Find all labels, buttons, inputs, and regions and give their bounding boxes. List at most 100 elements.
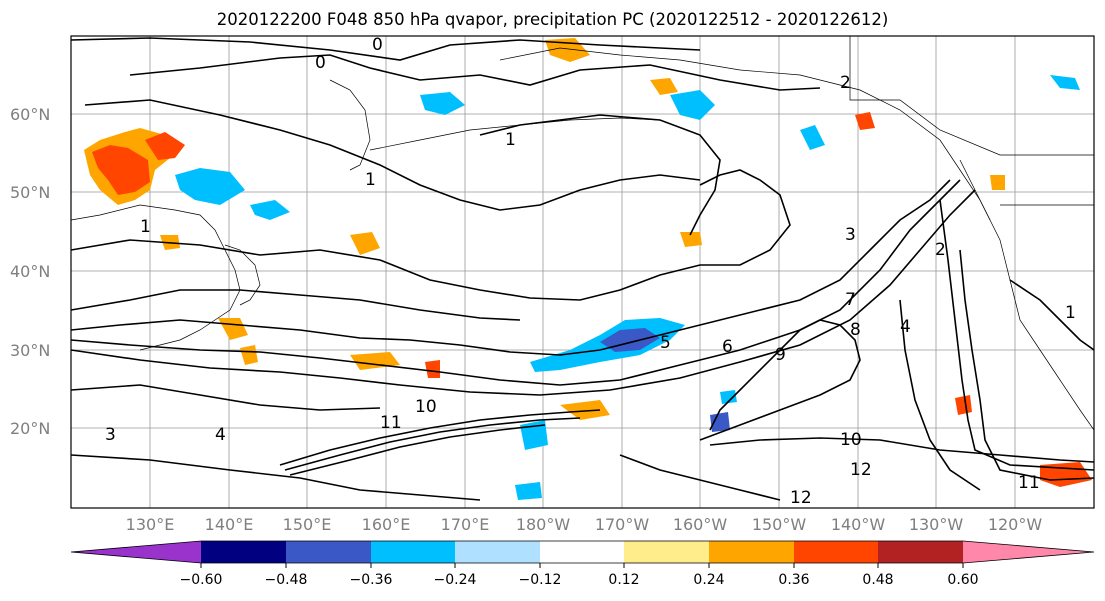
contour-line (1009, 279, 1094, 351)
lon-label: 180°W (515, 515, 571, 534)
contour-line (289, 424, 546, 476)
contour-label: 11 (1018, 473, 1040, 493)
colorbar-tick-label: 0.12 (608, 572, 640, 588)
colorbar-segment (371, 541, 455, 563)
lat-label: 60°N (10, 105, 51, 124)
colorbar-tick-label: 0.48 (862, 572, 894, 588)
contour-label: 4 (900, 317, 911, 337)
contour-label: 0 (372, 35, 383, 55)
contour-line (709, 437, 1094, 463)
map-background (71, 36, 1094, 508)
colorbar-segment (540, 541, 624, 563)
precip-positive-area (145, 132, 185, 160)
contour-label: 6 (722, 337, 733, 357)
colorbar-segment (709, 541, 794, 563)
contour-label: 1 (365, 170, 376, 190)
precip-positive-area (990, 175, 1005, 190)
contour-label-group: 0 0 1 1 1 2 3 4 5 6 7 8 9 10 11 11 12 12… (105, 35, 1076, 508)
border-canada-us (849, 36, 1094, 156)
precip-negative-area (670, 90, 715, 120)
precip-positive-area (560, 400, 610, 420)
contour-line (84, 99, 701, 211)
colorbar-segment (286, 541, 371, 563)
colorbar-tick-label: −0.60 (179, 572, 223, 588)
contour-label: 11 (380, 413, 402, 433)
coastline-kamchatka (329, 79, 371, 171)
contour-line (71, 189, 976, 396)
colorbar-tick-label: −0.48 (264, 572, 308, 588)
contour-label: 12 (850, 460, 872, 480)
contour-label: 5 (660, 333, 671, 353)
contour-line (699, 319, 861, 441)
contour-line (279, 409, 601, 466)
contour-line (284, 417, 581, 471)
lat-label: 40°N (10, 262, 51, 281)
contour-label: 10 (415, 397, 437, 417)
precip-shading (84, 38, 1092, 500)
contour-label: 8 (850, 320, 861, 340)
lon-label: 140°W (830, 515, 886, 534)
contour-line (619, 454, 781, 501)
precip-positive-area (680, 232, 702, 247)
colorbar-segment (455, 541, 540, 563)
contour-line (71, 37, 701, 61)
colorbar-extend-left (71, 541, 201, 563)
precip-positive-area (650, 78, 678, 95)
contour-line (71, 289, 521, 321)
qvapor-contours (71, 37, 1094, 501)
colorbar-tick-label: 0.36 (778, 572, 810, 588)
precip-negative-area (710, 412, 730, 432)
colorbar-tick-label: −0.24 (433, 572, 477, 588)
precip-negative-area (250, 200, 290, 220)
colorbar-tick-label: −0.36 (349, 572, 393, 588)
contour-line (71, 169, 791, 301)
contour-label: 2 (935, 240, 946, 260)
contour-line (71, 384, 381, 411)
contour-label: 4 (215, 425, 226, 445)
lon-label: 150°W (751, 515, 807, 534)
lon-label: 130°W (908, 515, 964, 534)
colorbar-tick-label: 0.60 (947, 572, 979, 588)
contour-label: 7 (845, 290, 856, 310)
precip-positive-area (855, 112, 875, 130)
coastline-north-america (959, 159, 1094, 431)
contour-line (71, 179, 961, 386)
map-title: 2020122200 F048 850 hPa qvapor, precipit… (216, 10, 889, 29)
contour-label: 0 (315, 53, 326, 73)
colorbar-extend-right (963, 541, 1094, 563)
precip-negative-area (175, 168, 245, 205)
lon-label: 170°E (440, 515, 490, 534)
coastline-japan (224, 244, 261, 306)
precip-negative-area (800, 125, 825, 150)
contour-label: 1 (1065, 303, 1076, 323)
precip-positive-area (350, 232, 380, 255)
contour-label: 9 (775, 345, 786, 365)
precip-positive-area (425, 360, 440, 378)
precip-positive-area (955, 395, 972, 415)
precip-positive-area (240, 345, 258, 365)
precip-negative-area (1050, 75, 1080, 90)
contour-line (939, 199, 1094, 471)
contour-line (71, 454, 481, 501)
precip-negative-area (720, 390, 737, 404)
lat-label: 30°N (10, 341, 51, 360)
contour-label: 12 (790, 488, 812, 508)
colorbar-tick-label: 0.24 (693, 572, 725, 588)
contour-label: 1 (505, 130, 516, 150)
coastline-alaska (499, 47, 991, 221)
colorbar-segment (201, 541, 286, 563)
lon-label: 120°W (987, 515, 1043, 534)
lon-label: 140°E (204, 515, 254, 534)
contour-line (959, 249, 1094, 481)
contour-label: 3 (845, 225, 856, 245)
colorbar-segment (794, 541, 878, 563)
colorbar-tick-label: −0.12 (518, 572, 562, 588)
precip-positive-area (92, 145, 150, 195)
map-frame (70, 35, 1095, 509)
lon-label: 160°W (672, 515, 728, 534)
contour-line (71, 179, 951, 356)
contour-label: 1 (140, 217, 151, 237)
contour-line (479, 114, 721, 236)
